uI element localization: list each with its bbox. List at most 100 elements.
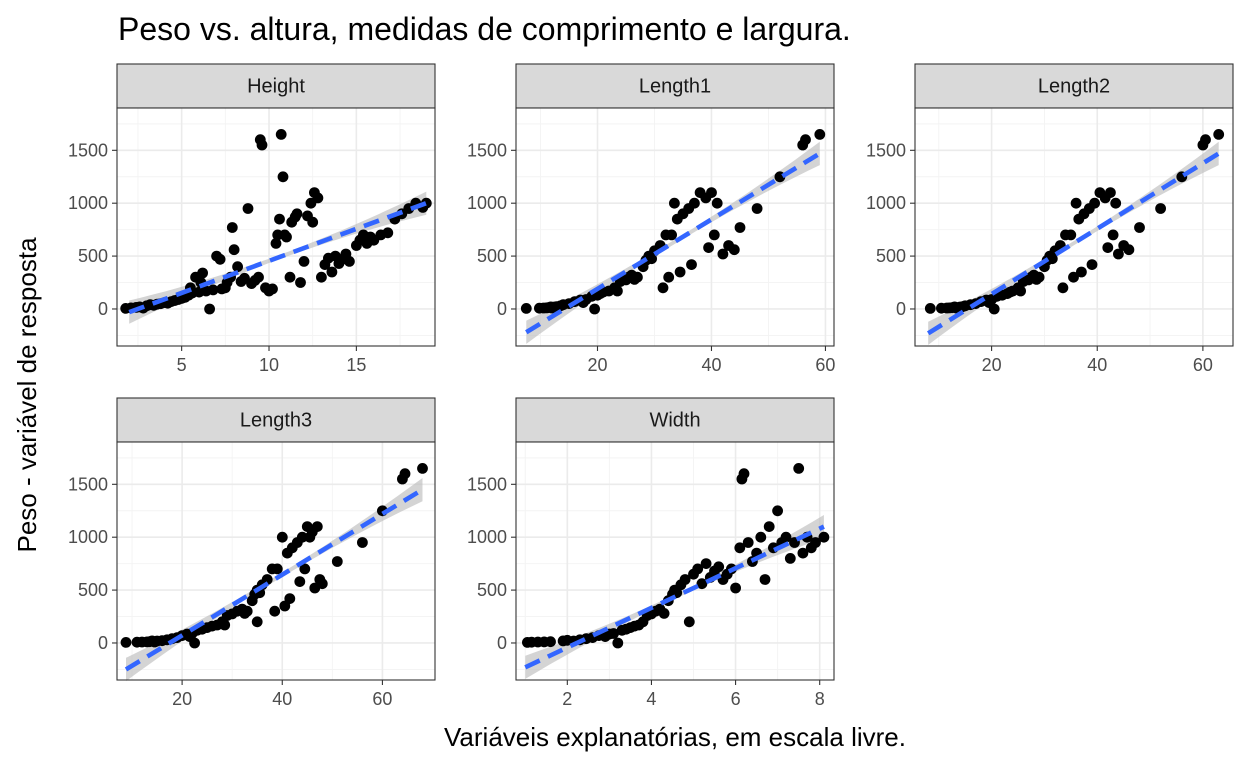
y-tick-label: 1000 bbox=[866, 193, 906, 213]
data-point bbox=[1105, 187, 1116, 199]
x-tick-label: 40 bbox=[272, 689, 292, 709]
y-tick-label: 1500 bbox=[68, 140, 108, 160]
data-point bbox=[274, 213, 285, 225]
data-point bbox=[800, 134, 811, 146]
data-point bbox=[256, 139, 268, 151]
x-tick-label: 40 bbox=[1087, 355, 1107, 375]
data-point bbox=[545, 636, 556, 648]
y-tick-label: 0 bbox=[497, 299, 507, 319]
data-point bbox=[277, 171, 289, 183]
x-tick-label: 10 bbox=[259, 355, 279, 375]
data-point bbox=[717, 248, 729, 260]
y-tick-label: 500 bbox=[78, 580, 108, 600]
facet-panels: Height 0 500 1000 1500 5 10 15 Length1 0 500 1000 15… bbox=[68, 63, 1234, 709]
fit-line bbox=[128, 201, 428, 315]
data-point bbox=[207, 284, 219, 296]
data-point bbox=[759, 574, 771, 585]
data-point bbox=[700, 558, 712, 569]
data-point bbox=[1076, 266, 1087, 278]
x-tick-label: 20 bbox=[587, 355, 607, 375]
data-point bbox=[692, 563, 704, 575]
data-point bbox=[608, 628, 619, 639]
panel-border bbox=[515, 441, 835, 681]
facet-strip bbox=[914, 63, 1234, 109]
data-point bbox=[669, 197, 680, 209]
data-point bbox=[417, 463, 428, 474]
x-tick-label: 60 bbox=[1193, 355, 1213, 375]
y-axis-title: Peso - variável de resposta bbox=[12, 237, 42, 553]
x-tick-label: 8 bbox=[815, 689, 825, 709]
data-point bbox=[1065, 229, 1077, 241]
data-point bbox=[708, 229, 720, 241]
data-point bbox=[520, 303, 532, 314]
data-point bbox=[810, 537, 821, 548]
facet-length1: Length1 0 500 1000 1500 20 40 60 bbox=[467, 63, 835, 375]
data-point bbox=[304, 531, 316, 543]
data-point bbox=[269, 605, 281, 617]
y-tick-label: 1000 bbox=[68, 193, 108, 213]
y-tick-label: 500 bbox=[477, 580, 507, 600]
data-point bbox=[299, 563, 311, 575]
facet-strip-label: Length2 bbox=[1038, 75, 1110, 97]
data-point bbox=[189, 637, 201, 649]
facet-length2: Length2 0 500 1000 1500 20 40 60 bbox=[866, 63, 1234, 375]
fit-line bbox=[124, 487, 424, 672]
data-point bbox=[232, 261, 244, 273]
data-point bbox=[686, 259, 697, 270]
data-point bbox=[281, 231, 292, 243]
y-tick-label: 1000 bbox=[467, 527, 507, 547]
data-point bbox=[382, 227, 394, 239]
y-tick-label: 0 bbox=[98, 633, 108, 653]
data-point bbox=[663, 271, 675, 283]
data-point bbox=[797, 547, 809, 559]
data-point bbox=[271, 563, 283, 575]
data-point bbox=[296, 531, 308, 543]
y-tick-label: 1500 bbox=[68, 474, 108, 494]
x-tick-label: 2 bbox=[562, 689, 572, 709]
y-tick-label: 1500 bbox=[866, 140, 906, 160]
data-point bbox=[1102, 242, 1114, 254]
data-point bbox=[924, 303, 936, 314]
data-point bbox=[295, 277, 306, 288]
data-point bbox=[251, 616, 263, 628]
data-point bbox=[738, 468, 750, 480]
panel-border bbox=[116, 441, 436, 681]
panel-border bbox=[515, 107, 835, 347]
facet-strip bbox=[515, 397, 835, 443]
data-point bbox=[763, 521, 775, 532]
fit-confidence-band bbox=[928, 141, 1219, 345]
data-point bbox=[755, 531, 767, 543]
y-tick-label: 0 bbox=[98, 299, 108, 319]
data-point bbox=[276, 531, 288, 543]
data-point bbox=[312, 192, 324, 204]
data-point bbox=[307, 216, 319, 228]
data-point bbox=[772, 505, 783, 517]
facet-length3: Length3 0 500 1000 1500 20 40 60 bbox=[68, 397, 436, 709]
data-point bbox=[713, 561, 725, 573]
data-point bbox=[1213, 129, 1225, 140]
x-tick-label: 5 bbox=[177, 355, 187, 375]
data-point bbox=[1086, 259, 1098, 270]
data-point bbox=[780, 531, 792, 543]
data-point bbox=[1155, 203, 1166, 214]
data-point bbox=[658, 608, 670, 619]
x-tick-label: 40 bbox=[701, 355, 721, 375]
data-point bbox=[316, 271, 327, 283]
data-point bbox=[751, 203, 763, 214]
data-point bbox=[284, 271, 296, 283]
data-point bbox=[711, 197, 723, 209]
facet-width: Width 0 500 1000 1500 2 4 6 8 bbox=[467, 397, 835, 709]
data-point bbox=[784, 553, 796, 564]
x-tick-label: 15 bbox=[346, 355, 366, 375]
data-point bbox=[120, 637, 132, 648]
data-point bbox=[674, 266, 686, 278]
facet-strip-label: Length1 bbox=[639, 75, 711, 97]
facet-strip-label: Width bbox=[649, 409, 700, 431]
data-point bbox=[703, 242, 714, 254]
y-tick-label: 0 bbox=[497, 633, 507, 653]
data-point bbox=[1015, 285, 1026, 297]
data-point bbox=[261, 574, 273, 585]
data-point bbox=[214, 253, 226, 265]
data-point bbox=[298, 256, 310, 267]
